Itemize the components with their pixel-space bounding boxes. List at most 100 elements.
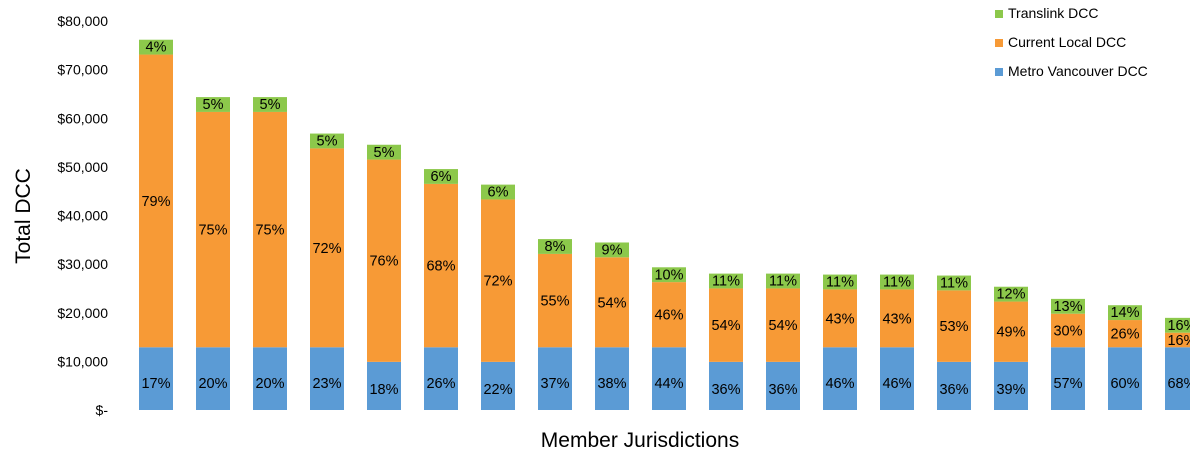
bar-segment [1108, 347, 1142, 410]
legend-label: Translink DCC [1008, 5, 1099, 21]
bar-segment [595, 257, 629, 348]
bar-segment [880, 274, 914, 290]
data-label: 57% [1053, 376, 1082, 392]
data-label: 4% [146, 40, 167, 56]
y-axis-title: Total DCC [12, 168, 35, 264]
bar-segment [196, 111, 230, 348]
bar-segment [994, 301, 1028, 362]
bars [139, 39, 1190, 410]
y-tick-label: $- [96, 402, 109, 418]
y-tick-label: $70,000 [57, 62, 108, 78]
data-label: 11% [940, 276, 968, 292]
bar-segment [424, 169, 458, 184]
y-tick-label: $10,000 [57, 353, 108, 369]
data-label: 16% [1167, 318, 1190, 334]
data-label: 18% [369, 382, 398, 398]
data-label: 5% [317, 134, 338, 150]
bar-segment [367, 159, 401, 362]
y-tick-label: $80,000 [57, 13, 108, 29]
bar-segment [481, 361, 515, 410]
bar-segment [253, 97, 287, 112]
legend-label: Metro Vancouver DCC [1008, 63, 1148, 79]
data-label: 72% [483, 274, 512, 290]
bar-segment [253, 111, 287, 348]
y-tick-label: $20,000 [57, 305, 108, 321]
data-label: 54% [597, 295, 626, 311]
data-label: 9% [602, 242, 623, 258]
data-label: 8% [545, 239, 566, 255]
data-label: 53% [939, 319, 968, 335]
data-label: 14% [1110, 305, 1139, 321]
bar-segment [1165, 332, 1190, 348]
data-label: 22% [483, 382, 512, 398]
legend-label: Current Local DCC [1008, 34, 1126, 50]
bar-segment [823, 289, 857, 348]
bar-segment [253, 347, 287, 410]
bar-segment [481, 184, 515, 200]
data-label: 20% [198, 376, 227, 392]
legend-swatch [995, 68, 1003, 76]
data-label: 5% [374, 145, 395, 161]
data-label: 79% [141, 194, 170, 210]
bar-segment [595, 347, 629, 410]
bar-segment [652, 282, 686, 348]
bar-segment [538, 347, 572, 410]
data-label: 26% [426, 376, 455, 392]
bar-segment [595, 242, 629, 258]
data-label: 11% [712, 274, 740, 290]
bar-segment [538, 239, 572, 254]
data-label: 54% [711, 318, 740, 334]
bar-segment [367, 361, 401, 410]
bar-segment [1051, 298, 1085, 314]
data-label: 36% [711, 382, 740, 398]
data-label: 5% [203, 97, 224, 113]
data-label: 6% [431, 169, 452, 185]
bar-segment [424, 183, 458, 348]
data-label: 20% [255, 376, 284, 392]
data-label: 11% [883, 275, 911, 291]
data-label: 60% [1110, 376, 1139, 392]
bar-segment [880, 289, 914, 348]
bar-segment [367, 144, 401, 160]
data-label: 49% [996, 325, 1025, 341]
data-label: 37% [540, 376, 569, 392]
bar-segment [1108, 305, 1142, 321]
data-label: 72% [312, 241, 341, 257]
bar-segment [994, 286, 1028, 302]
data-label: 26% [1110, 327, 1139, 343]
data-label: 11% [826, 275, 854, 291]
y-tick-label: $60,000 [57, 110, 108, 126]
bar-segment [1051, 313, 1085, 348]
data-label: 6% [488, 185, 509, 201]
data-label: 30% [1053, 323, 1082, 339]
data-label: 76% [369, 254, 398, 270]
bar-segment [310, 347, 344, 410]
bar-segment [652, 347, 686, 410]
data-label: 13% [1053, 299, 1082, 315]
data-label: 5% [260, 97, 281, 113]
data-label: 75% [255, 223, 284, 239]
data-labels: 17% 79% 4% 20% 75% 5% 20% 75% 5% 23% 72% 5% 18% 76% 5%… [141, 40, 1190, 398]
data-label: 36% [768, 382, 797, 398]
data-label: 23% [312, 376, 341, 392]
bar-segment [766, 288, 800, 362]
bar-segment [139, 39, 173, 55]
bar-segment [1165, 317, 1190, 333]
bar-segment [823, 347, 857, 410]
bar-segment [709, 361, 743, 410]
bar-segment [709, 273, 743, 289]
data-label: 46% [654, 308, 683, 324]
bar-segment [196, 97, 230, 112]
y-axis-ticks: $- $10,000 $20,000 $30,000 $40,000 $50,000 $60… [57, 13, 108, 418]
bar-segment [1165, 347, 1190, 410]
data-label: 12% [996, 287, 1025, 303]
legend-swatch [995, 39, 1003, 47]
data-label: 16% [1167, 333, 1190, 349]
data-label: 10% [654, 267, 683, 283]
bar-segment [1051, 347, 1085, 410]
y-tick-label: $40,000 [57, 208, 108, 224]
data-label: 43% [882, 311, 911, 327]
bar-segment [709, 288, 743, 362]
x-axis-title: Member Jurisdictions [541, 429, 739, 452]
data-label: 68% [426, 259, 455, 275]
